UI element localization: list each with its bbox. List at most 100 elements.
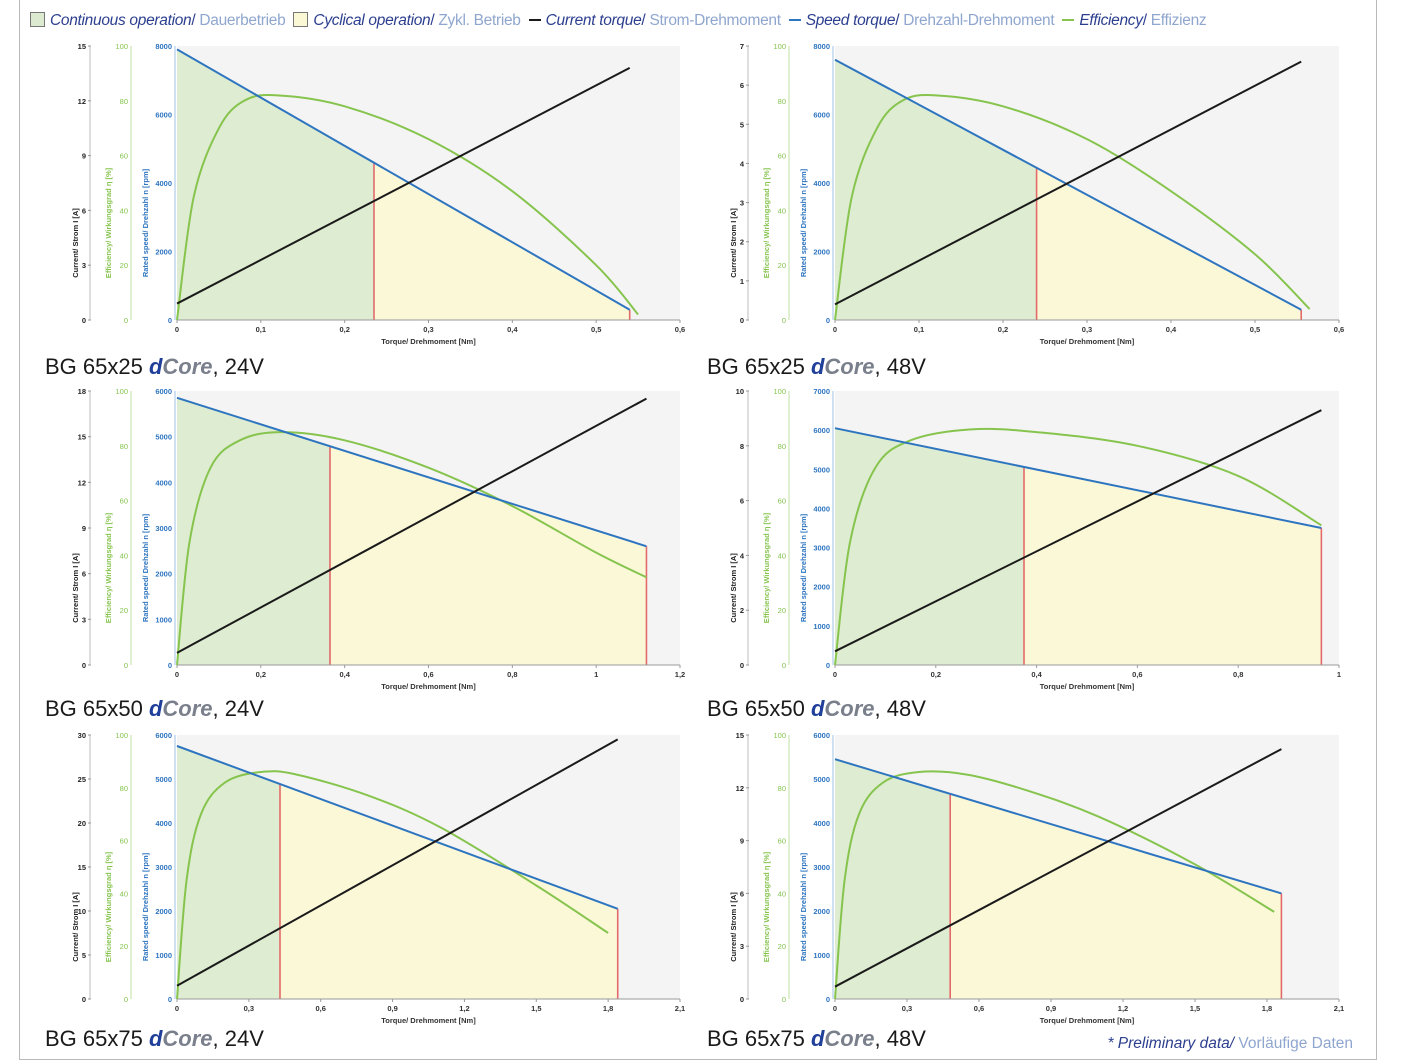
speed-tick-label: 0: [826, 661, 830, 670]
current-axis-label: Current/ Strom I [A]: [729, 553, 738, 623]
current-tick-label: 4: [740, 159, 745, 168]
efficiency-axis-label: Efficiency/ Wirkungsgrad η [%]: [762, 512, 771, 623]
speed-tick-label: 2000: [155, 248, 172, 257]
legend-cyclical: Cyclical operation/ Zykl. Betrieb: [293, 12, 521, 30]
current-tick-label: 4: [740, 551, 745, 560]
efficiency-axis-label: Efficiency/ Wirkungsgrad η [%]: [762, 167, 771, 278]
x-tick-label: 0,6: [1132, 670, 1142, 679]
speed-tick-label: 1000: [813, 951, 830, 960]
caption-prefix: BG 65x50: [707, 696, 811, 721]
efficiency-tick-label: 40: [120, 889, 128, 898]
continuous-operation-area: [835, 759, 951, 999]
x-tick-label: 0,3: [423, 325, 433, 334]
current-tick-label: 12: [78, 97, 86, 106]
efficiency-tick-label: 20: [120, 942, 128, 951]
current-tick-label: 10: [78, 907, 86, 916]
current-tick-label: 2: [740, 238, 744, 247]
chart-svg: 0 0,3 0,6 0,9 1,2 1,5 1,8 2,1 Torque/ Drehmoment…: [729, 731, 1344, 1025]
caption-brand-core: Core: [824, 354, 875, 379]
efficiency-tick-label: 100: [115, 387, 128, 396]
current-tick-label: 3: [82, 615, 86, 624]
cyclical-swatch: [293, 12, 309, 27]
current-tick-label: 9: [82, 152, 86, 161]
caption-brand-d: d: [810, 696, 825, 721]
x-tick-label: 0,6: [423, 670, 433, 679]
legend-separator: /: [895, 12, 900, 29]
efficiency-tick-label: 40: [778, 889, 786, 898]
efficiency-tick-label: 0: [124, 661, 128, 670]
speed-tick-label: 2000: [813, 907, 830, 916]
speed-tick-label: 3000: [813, 544, 830, 553]
speed-axis-label: Rated speed/ Drehzahl n [rpm]: [799, 852, 808, 961]
current-tick-label: 3: [82, 261, 86, 270]
x-axis-label: Torque/ Drehmoment [Nm]: [1040, 337, 1135, 346]
current-axis-label: Current/ Strom I [A]: [729, 892, 738, 962]
speed-tick-label: 2000: [813, 248, 830, 257]
speed-axis-label: Rated speed/ Drehzahl n [rpm]: [799, 513, 808, 622]
speed-tick-label: 0: [826, 316, 830, 325]
speed-tick-label: 5000: [813, 465, 830, 474]
current-tick-label: 15: [78, 433, 86, 442]
x-tick-label: 0,4: [507, 325, 518, 334]
footnote-de: Vorläufige Daten: [1238, 1035, 1353, 1052]
chart-panel-65x50-48v: 0 0,2 0,4 0,6 0,8 1 Torque/ Drehmoment [Nm] 0 2 4…: [688, 383, 1341, 693]
efficiency-tick-label: 60: [778, 837, 786, 846]
x-tick-label: 0,3: [244, 1004, 254, 1013]
caption-brand-core: Core: [162, 354, 213, 379]
speed-tick-label: 4000: [813, 179, 830, 188]
x-tick-label: 0,2: [998, 325, 1008, 334]
efficiency-tick-label: 0: [782, 661, 786, 670]
speed-tick-label: 2000: [155, 570, 172, 579]
efficiency-curve: [176, 94, 639, 321]
current-torque-line: [834, 60, 1302, 306]
efficiency-tick-label: 60: [120, 837, 128, 846]
x-tick-label: 0,2: [339, 325, 349, 334]
efficiency-tick-label: 40: [120, 551, 128, 560]
x-tick-label: 1,2: [1118, 1004, 1128, 1013]
legend-separator: /: [1142, 12, 1147, 29]
efficiency-curve: [834, 770, 1275, 1000]
current-tick-label: 6: [740, 497, 744, 506]
speed-tick-label: 4000: [813, 819, 830, 828]
chart-panel-65x25-48v: 0 0,1 0,2 0,3 0,4 0,5 0,6 Torque/ Drehmoment [N…: [688, 38, 1344, 348]
legend-cyclical-en: Cyclical operation: [313, 12, 431, 29]
caption-brand-core: Core: [162, 696, 213, 721]
speed-tick-label: 4000: [155, 179, 172, 188]
legend-separator: /: [430, 12, 435, 29]
current-tick-label: 3: [740, 199, 744, 208]
footnote-en: * Preliminary data: [1107, 1035, 1230, 1052]
efficiency-curve: [176, 431, 647, 666]
speed-tick-label: 4000: [813, 504, 830, 513]
x-tick-label: 2,1: [1334, 1004, 1344, 1013]
speed-tick-label: 5000: [813, 775, 830, 784]
speed-axis-label: Rated speed/ Drehzahl n [rpm]: [799, 168, 808, 277]
speed-torque-line: [834, 758, 1282, 895]
x-tick-label: 1,5: [531, 1004, 541, 1013]
legend-separator: /: [641, 12, 646, 29]
current-torque-line: [834, 409, 1322, 653]
chart-panel-65x25-24v: 0 0,1 0,2 0,3 0,4 0,5 0,6 Torque/ Drehmoment [N…: [30, 38, 685, 348]
chart-panel-65x75-48v: 0 0,3 0,6 0,9 1,2 1,5 1,8 2,1 Torque/ Drehmoment…: [688, 727, 1344, 1027]
efficiency-tick-label: 0: [782, 995, 786, 1004]
legend-current-de: Strom-Drehmoment: [649, 12, 781, 29]
efficiency-tick-label: 60: [778, 497, 786, 506]
x-tick-label: 0,3: [902, 1004, 912, 1013]
speed-tick-label: 0: [168, 995, 172, 1004]
current-tick-label: 8: [740, 442, 744, 451]
speed-torque-line: [834, 58, 1302, 311]
current-axis-label: Current/ Strom I [A]: [71, 208, 80, 278]
chart-panel-65x75-24v: 0 0,3 0,6 0,9 1,2 1,5 1,8 2,1 Torque/ Drehmoment…: [30, 727, 685, 1027]
chart-caption: BG 65x50 dCore, 48V: [707, 696, 926, 722]
speed-tick-label: 1000: [813, 622, 830, 631]
current-line-swatch: [528, 19, 541, 21]
speed-torque-line: [834, 427, 1322, 529]
current-tick-label: 7: [740, 42, 744, 51]
chart-caption: BG 65x75 dCore, 48V: [707, 1026, 926, 1052]
chart-caption: BG 65x75 dCore, 24V: [45, 1026, 264, 1052]
footnote-separator: /: [1229, 1035, 1235, 1052]
legend-cyclical-de: Zykl. Betrieb: [438, 12, 521, 29]
caption-prefix: BG 65x50: [45, 696, 149, 721]
current-tick-label: 6: [740, 889, 744, 898]
efficiency-tick-label: 0: [124, 995, 128, 1004]
cyclical-operation-area: [1036, 167, 1302, 320]
